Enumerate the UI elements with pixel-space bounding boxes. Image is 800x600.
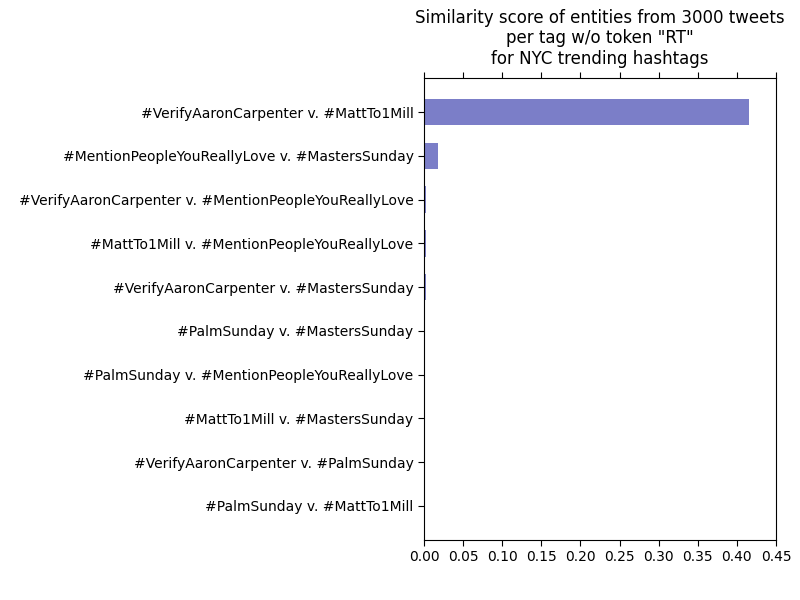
Bar	[424, 230, 426, 257]
Bar	[424, 99, 749, 125]
Bar	[424, 187, 426, 213]
Bar	[424, 274, 426, 300]
Title: Similarity score of entities from 3000 tweets
per tag w/o token "RT"
for NYC tre: Similarity score of entities from 3000 t…	[415, 8, 785, 68]
Bar	[424, 143, 438, 169]
